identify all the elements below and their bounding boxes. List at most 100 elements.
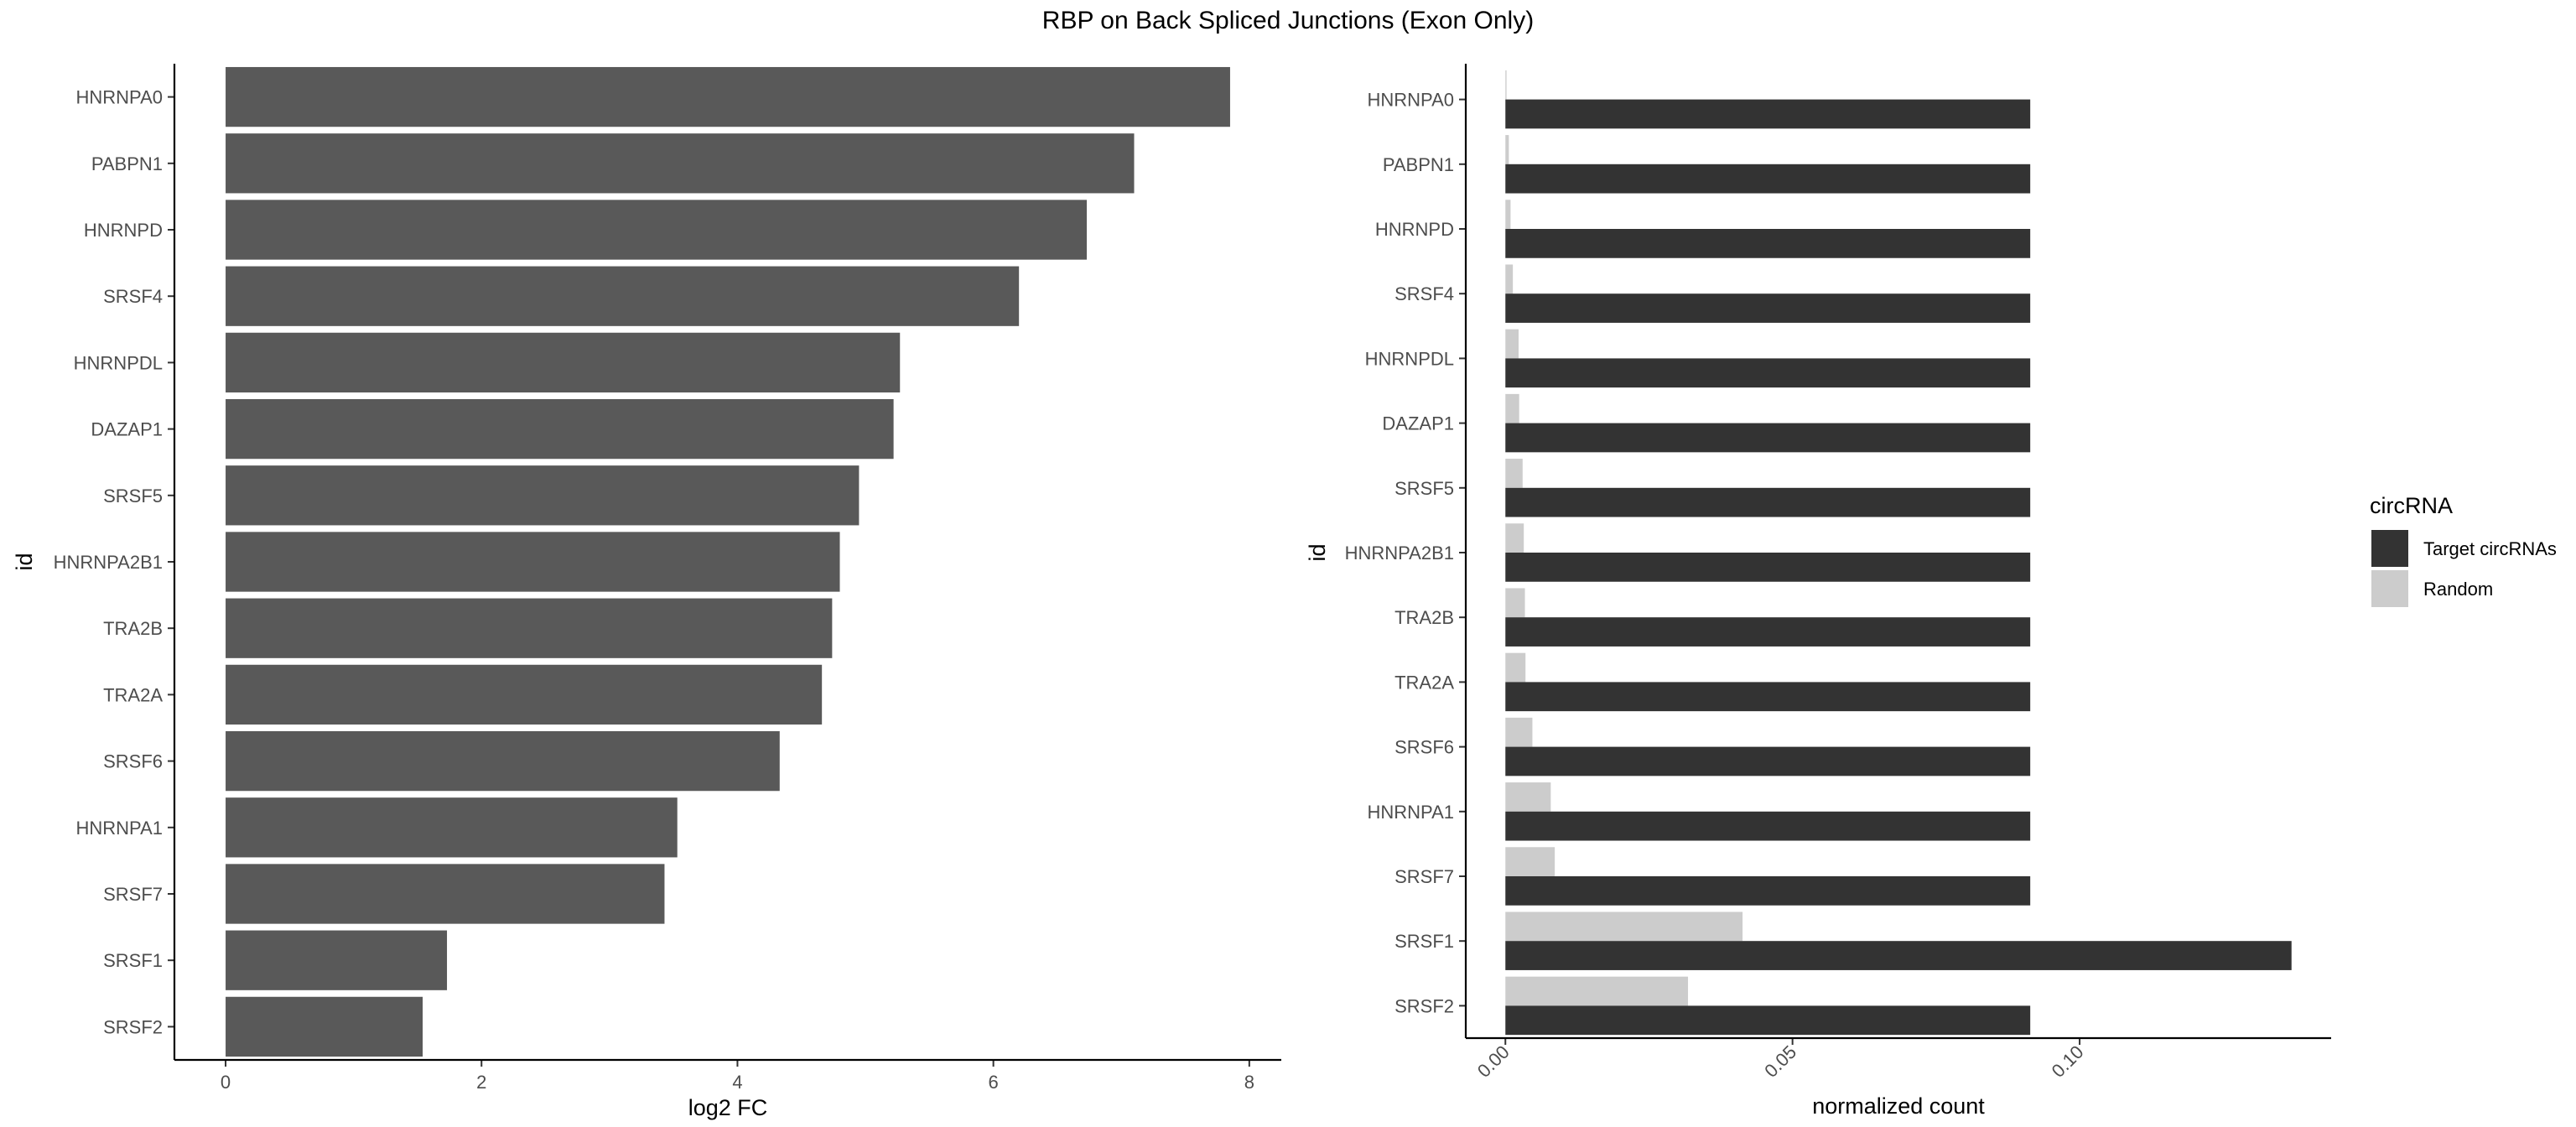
right-bar-target-tra2a [1505,682,2031,712]
left-x-axis-ticks: 0 2 4 6 8 [221,1060,1254,1093]
right-bar-random-srsf6 [1505,717,1533,747]
left-y-tick-label: HNRNPA0 [75,87,163,108]
right-bar-random-hnrnpdl [1505,329,1519,359]
right-y-axis-title: id [1305,543,1330,561]
right-bar-random-srsf7 [1505,847,1555,876]
legend-swatch-target-circrnas [2371,530,2408,567]
right-bar-target-hnrnpd [1505,229,2031,258]
right-bar-target-pabpn1 [1505,164,2031,194]
right-chart-panel: HNRNPA0 PABPN1 HNRNPD SRSF4 HNRNPDL DAZAP1 SRS… [1305,64,2331,1119]
left-bar-srsf1 [226,930,448,990]
right-x-tick-label: 0.10 [2048,1041,2088,1082]
right-bars [1505,70,2292,1036]
right-bar-random-tra2b [1505,588,1525,618]
left-bar-srsf4 [226,266,1020,326]
right-bar-random-srsf1 [1505,911,1743,942]
right-y-tick-label: SRSF5 [1394,478,1454,499]
left-x-tick-label: 8 [1244,1072,1254,1093]
right-bar-target-hnrnpa2b1 [1505,553,2031,582]
right-bar-random-dazap1 [1505,393,1519,423]
right-bar-random-hnrnpd [1505,200,1511,229]
right-bar-random-hnrnpa0 [1505,70,1507,100]
left-y-tick-label: PABPN1 [91,153,163,174]
left-y-tick-label: SRSF4 [103,286,163,307]
right-y-tick-label: DAZAP1 [1382,413,1454,434]
right-bar-target-tra2b [1505,617,2031,647]
left-y-tick-label: SRSF6 [103,751,163,772]
left-bar-srsf5 [226,465,860,526]
right-y-tick-label: HNRNPDL [1365,348,1454,369]
right-bar-random-srsf2 [1505,976,1689,1006]
right-bar-random-tra2a [1505,652,1526,683]
right-bar-target-srsf2 [1505,1005,2031,1036]
legend-label-target-circrnas: Target circRNAs [2423,538,2557,559]
right-y-tick-label: HNRNPA0 [1367,90,1454,111]
left-bar-hnrnpa2b1 [226,532,840,592]
legend-swatch-random [2371,570,2408,607]
left-bar-tra2b [226,598,833,658]
left-bars [226,66,1230,1057]
right-y-tick-label: HNRNPA1 [1367,802,1454,823]
left-y-axis-title: id [12,553,37,570]
left-bar-tra2a [226,664,823,725]
left-bar-srsf2 [226,996,423,1057]
left-bar-hnrnpa0 [226,66,1230,127]
right-bar-random-srsf4 [1505,264,1514,294]
right-y-tick-label: PABPN1 [1383,154,1454,175]
left-y-tick-label: HNRNPDL [74,352,163,373]
right-bar-random-hnrnpa2b1 [1505,523,1524,553]
right-bar-target-srsf6 [1505,746,2031,776]
right-y-tick-label: SRSF1 [1394,931,1454,952]
right-bar-target-srsf5 [1505,487,2031,517]
right-bar-target-hnrnpa1 [1505,811,2031,841]
right-bar-random-hnrnpa1 [1505,782,1551,812]
right-bar-target-srsf4 [1505,293,2031,323]
left-y-tick-label: DAZAP1 [91,419,163,440]
left-x-tick-label: 2 [476,1072,486,1093]
left-y-tick-label: HNRNPD [84,220,163,241]
left-x-axis-title: log2 FC [688,1095,768,1120]
right-bar-target-hnrnpdl [1505,358,2031,388]
right-bar-random-pabpn1 [1505,135,1509,164]
left-x-tick-label: 0 [221,1072,231,1093]
left-bar-hnrnpdl [226,332,901,393]
left-bar-hnrnpa1 [226,797,678,858]
right-x-axis-title: normalized count [1812,1093,1985,1119]
right-y-tick-label: HNRNPA2B1 [1345,543,1454,564]
left-y-tick-label: SRSF5 [103,486,163,506]
legend-label-random: Random [2423,579,2493,600]
right-y-tick-label: TRA2B [1394,607,1454,628]
right-y-tick-label: TRA2A [1394,672,1454,693]
right-x-tick-label: 0.00 [1473,1041,1514,1082]
left-y-tick-label: HNRNPA1 [75,818,163,839]
left-x-tick-label: 4 [732,1072,742,1093]
right-bar-target-hnrnpa0 [1505,99,2031,129]
left-bar-dazap1 [226,398,894,460]
figure-title: RBP on Back Spliced Junctions (Exon Only… [1042,7,1534,34]
right-y-tick-label: SRSF7 [1394,866,1454,887]
left-y-tick-label: TRA2A [103,684,163,705]
right-bar-target-srsf1 [1505,941,2292,970]
left-x-tick-label: 6 [989,1072,999,1093]
left-y-tick-label: HNRNPA2B1 [54,552,163,573]
right-x-axis-ticks: 0.00 0.05 0.10 [1473,1038,2088,1082]
legend: circRNA Target circRNAs Random [2370,493,2557,607]
left-bar-srsf7 [226,864,665,924]
left-chart-panel: HNRNPA0 PABPN1 HNRNPD SRSF4 HNRNPDL DAZAP1 SRS… [12,64,1281,1120]
legend-title: circRNA [2370,493,2453,518]
left-y-tick-label: SRSF7 [103,884,163,905]
right-y-tick-label: SRSF2 [1394,995,1454,1016]
right-bar-target-dazap1 [1505,423,2031,453]
legend-items: Target circRNAs Random [2371,530,2557,607]
right-bar-target-srsf7 [1505,876,2031,906]
right-x-tick-label: 0.05 [1760,1041,1800,1082]
left-y-axis-ticks: HNRNPA0 PABPN1 HNRNPD SRSF4 HNRNPDL DAZAP1 SRS… [54,87,174,1037]
left-bar-srsf6 [226,730,780,792]
left-y-tick-label: SRSF1 [103,950,163,971]
right-y-tick-label: HNRNPD [1375,219,1454,240]
right-bar-random-srsf5 [1505,459,1523,488]
right-y-tick-label: SRSF4 [1394,283,1454,304]
right-y-axis-ticks: HNRNPA0 PABPN1 HNRNPD SRSF4 HNRNPDL DAZAP1 SRS… [1345,90,1466,1016]
left-bar-pabpn1 [226,133,1135,194]
